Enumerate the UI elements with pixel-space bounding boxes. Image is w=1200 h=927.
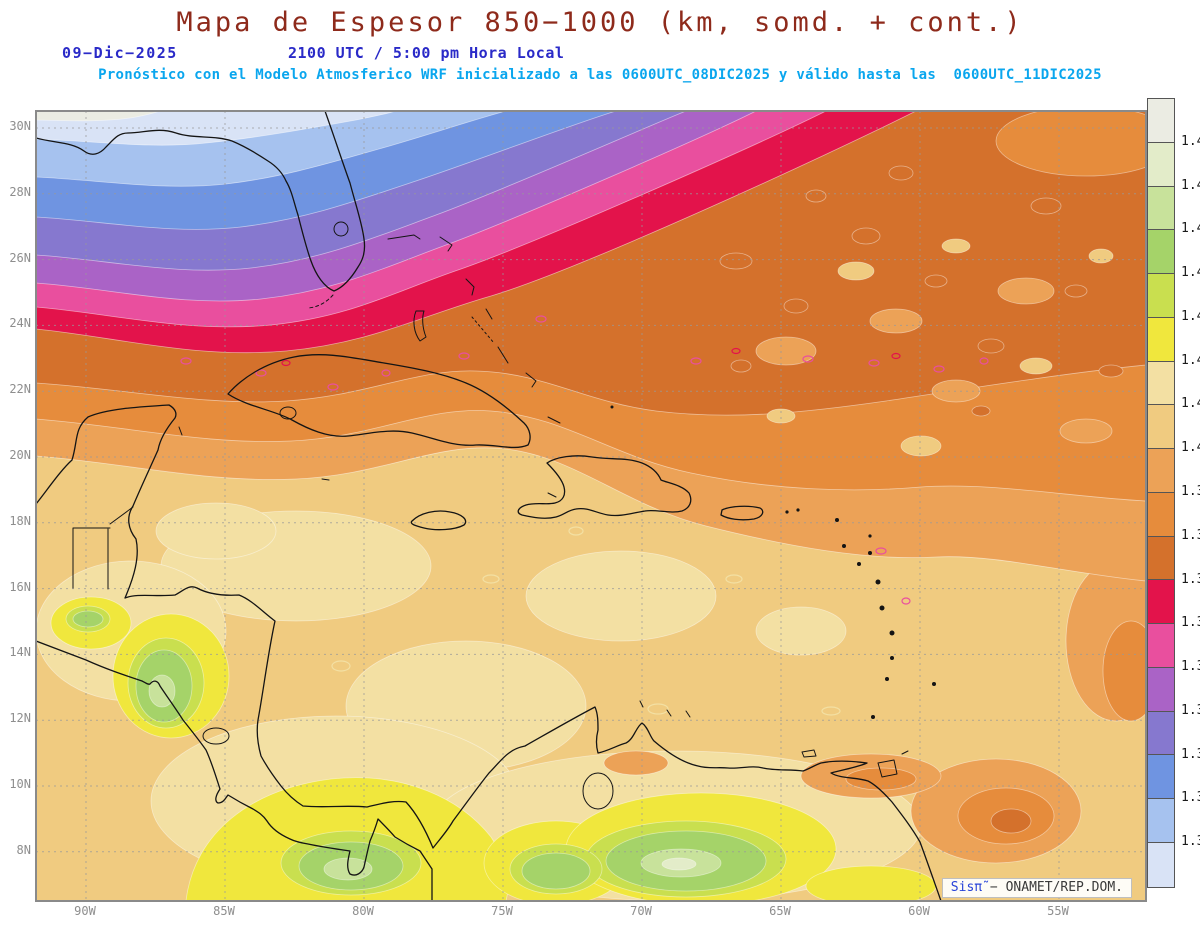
colorbar-swatch: [1148, 186, 1174, 231]
colorbar-tick-label: 1.434: [1181, 221, 1200, 237]
coast-puerto-rico: [720, 505, 764, 521]
lake-maracaibo: [582, 772, 614, 810]
lon-tick-label: 90W: [74, 904, 96, 918]
latlon-grid: [36, 111, 1146, 901]
colorbar-tick-label: 1.362: [1181, 746, 1200, 762]
colorbar-swatch: [1148, 274, 1174, 318]
lat-tick-label: 24N: [9, 316, 31, 331]
coast-central-south-america: [36, 404, 942, 901]
colorbar-tick-label: 1.428: [1181, 265, 1200, 281]
contour-warm-blobs: [36, 502, 1146, 901]
lat-tick-label: 10N: [9, 777, 31, 791]
lon-tick-label: 55W: [1047, 904, 1069, 918]
page-title: Mapa de Espesor 850−1000 (km, somd. + co…: [176, 7, 1024, 38]
colorbar-tick-label: 1.356: [1181, 790, 1200, 806]
colorbar-swatch: [1148, 361, 1174, 406]
colorbar-tick-label: 1.446: [1181, 133, 1200, 149]
colorbar-swatch: [1148, 230, 1174, 275]
watermark: Sisπ̃ − ONAMET/REP.DOM.: [941, 878, 1132, 898]
lat-tick-label: 28N: [9, 184, 31, 199]
colorbar-swatch: [1148, 99, 1174, 143]
colorbar-swatch: [1148, 667, 1174, 712]
lat-tick-label: 14N: [9, 645, 31, 660]
colorbar-swatch: [1148, 492, 1174, 537]
colorbar-tick-label: 1.35: [1181, 834, 1200, 850]
map-border: [36, 111, 1146, 901]
coast-pacific: [36, 640, 433, 901]
colorbar-swatch: [1148, 711, 1174, 756]
contour-rings: [180, 315, 989, 716]
watermark-brand: Sisπ̃: [950, 880, 983, 895]
coast-gulf-florida: [36, 111, 366, 292]
florida-keys: [307, 294, 334, 309]
watermark-text: − ONAMET/REP.DOM.: [982, 880, 1123, 895]
colorbar-tick-label: 1.44: [1181, 177, 1200, 193]
colorbar-tick-label: 1.386: [1181, 571, 1200, 587]
lon-tick-label: 60W: [908, 904, 930, 918]
colorbar-swatch: [1148, 799, 1174, 844]
forecast-note: Pronóstico con el Modelo Atmosferico WRF…: [98, 67, 1102, 83]
lat-tick-label: 20N: [9, 448, 31, 462]
lake-okeechobee: [333, 221, 349, 237]
colorbar-tick-label: 1.398: [1181, 484, 1200, 499]
lat-tick-label: 8N: [16, 842, 31, 857]
lat-tick-label: 16N: [9, 579, 31, 594]
colorbar-tick-label: 1.422: [1181, 308, 1200, 324]
colorbar-tick-label: 1.41: [1181, 396, 1200, 412]
colorbar-tick-label: 1.416: [1181, 352, 1200, 368]
colorbar-labels: 1.446 1.44 1.434 1.428 1.422 1.416 1.41 1.404 1.…: [1181, 98, 1200, 886]
colorbar-tick-label: 1.392: [1181, 527, 1200, 543]
lake-nicaragua: [202, 727, 230, 745]
lat-tick-label: 26N: [9, 250, 31, 265]
coastlines: [36, 111, 942, 901]
colorbar-tick-label: 1.38: [1181, 615, 1200, 631]
lon-tick-label: 75W: [491, 904, 513, 918]
lesser-antilles: [639, 508, 936, 778]
isla-juventud: [279, 406, 297, 420]
cayman: [321, 478, 330, 481]
map-valid-time: 2100 UTC / 5:00 pm Hora Local: [288, 44, 565, 62]
colorbar-tick-label: 1.368: [1181, 702, 1200, 718]
lat-tick-label: 30N: [9, 119, 31, 133]
map-canvas: [36, 111, 1146, 901]
lon-tick-label: 65W: [769, 904, 791, 918]
colorbar-tick-label: 1.374: [1181, 659, 1200, 675]
coast-hispaniola: [517, 455, 692, 519]
colorbar: [1147, 98, 1175, 888]
cozumel: [178, 426, 183, 436]
lat-tick-label: 18N: [9, 513, 31, 528]
lon-tick-label: 70W: [630, 904, 652, 918]
gonave: [547, 492, 557, 498]
colorbar-tick-label: 1.404: [1181, 440, 1200, 456]
colorbar-swatch: [1148, 449, 1174, 493]
map-plot-area: Sisπ̃ − ONAMET/REP.DOM.: [35, 110, 1147, 902]
colorbar-swatch: [1148, 755, 1174, 800]
colorbar-swatch: [1148, 536, 1174, 581]
coast-cuba: [227, 354, 531, 449]
contour-speckles: [719, 111, 1146, 457]
lon-tick-label: 85W: [213, 904, 235, 918]
coast-jamaica: [410, 510, 467, 531]
colorbar-swatch: [1148, 142, 1174, 187]
colorbar-swatch: [1148, 580, 1174, 625]
colorbar-swatch: [1148, 843, 1174, 887]
lat-tick-label: 12N: [9, 711, 31, 726]
colorbar-swatch: [1148, 317, 1174, 362]
lat-tick-label: 22N: [9, 382, 31, 397]
lon-tick-label: 80W: [352, 904, 374, 918]
map-date: 09−Dic−2025: [62, 44, 178, 62]
borders: [72, 506, 134, 590]
bahamas: [387, 234, 614, 424]
colorbar-swatch: [1148, 624, 1174, 668]
colorbar-swatch: [1148, 405, 1174, 450]
